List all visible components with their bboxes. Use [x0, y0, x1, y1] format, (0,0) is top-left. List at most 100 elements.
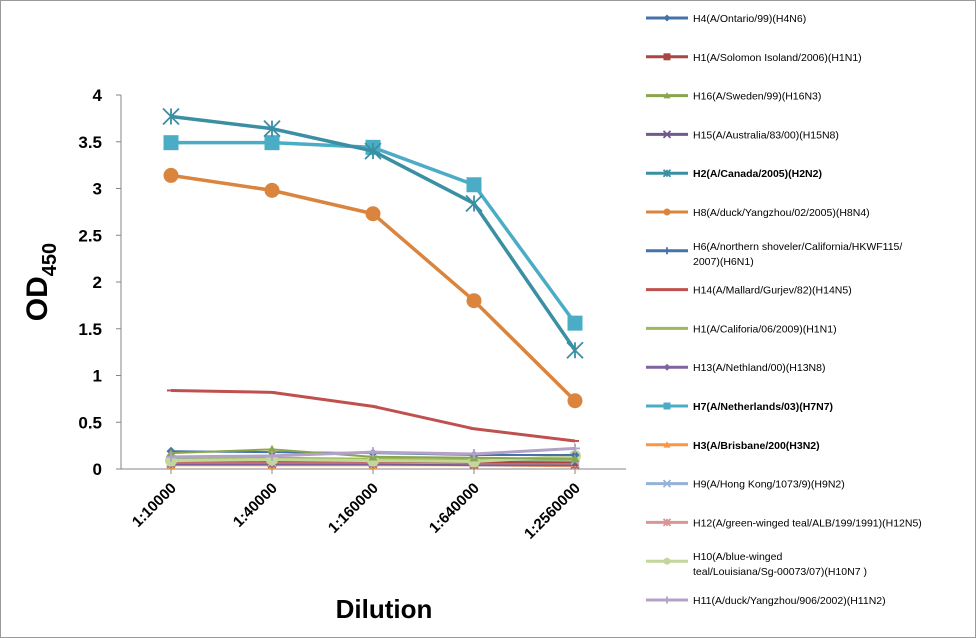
series-16: [166, 443, 580, 462]
y-axis-title: OD450: [21, 243, 61, 321]
legend-entry: H7(A/Netherlands/03)(H7N7): [646, 401, 833, 413]
legend-entry: H15(A/Australia/83/00)(H15N8): [646, 129, 839, 141]
legend-entry: H12(A/green-winged teal/ALB/199/1991)(H1…: [646, 517, 922, 529]
y-axis-title-main: OD: [21, 276, 54, 321]
legend-label: H12(A/green-winged teal/ALB/199/1991)(H1…: [693, 517, 922, 529]
legend-swatch-marker: [662, 169, 672, 178]
series-line: [170, 388, 576, 443]
legend-entry: H4(A/Ontario/99)(H4N6): [646, 13, 806, 25]
legend-label-line: H2(A/Canada/2005)(H2N2): [693, 168, 822, 180]
y-tick-label: 0: [93, 460, 102, 479]
legend-entry: H2(A/Canada/2005)(H2N2): [646, 168, 822, 180]
legend-entry: H6(A/northern shoveler/California/HKWF11…: [646, 241, 902, 268]
legend-entry: H8(A/duck/Yangzhou/02/2005)(H8N4): [646, 207, 870, 219]
series-11: [163, 135, 583, 331]
x-tick-label: 1:2560000: [521, 480, 584, 543]
legend-label: H3(A/Brisbane/200(H3N2): [693, 440, 820, 452]
legend-swatch-marker: [663, 402, 671, 410]
legend-label: H11(A/duck/Yangzhou/906/2002)(H11N2): [693, 595, 886, 607]
legend-label-line: H7(A/Netherlands/03)(H7N7): [693, 401, 833, 413]
data-point: [264, 135, 280, 151]
x-tick-label: 1:40000: [230, 480, 281, 531]
legend-swatch-marker: [663, 53, 671, 61]
legend-label-line: H10(A/blue-winged: [693, 551, 782, 563]
legend-label: H6(A/northern shoveler/California/HKWF11…: [693, 241, 902, 268]
legend-label-line: H6(A/northern shoveler/California/HKWF11…: [693, 241, 902, 253]
legend-entry: H1(A/Califoria/06/2009)(H1N1): [646, 323, 837, 335]
data-point: [166, 451, 176, 462]
legend-label-line: H9(A/Hong Kong/1073/9)(H9N2): [693, 479, 845, 491]
data-point: [570, 443, 580, 454]
data-point: [163, 167, 179, 183]
data-point: [466, 293, 482, 309]
legend-label-line: H4(A/Ontario/99)(H4N6): [693, 13, 806, 25]
legend-entry: H1(A/Solomon Isoland/2006)(H1N1): [646, 52, 862, 64]
legend-entry: H3(A/Brisbane/200(H3N2): [646, 440, 820, 452]
legend-label-line: H14(A/Mallard/Gurjev/82)(H14N5): [693, 285, 852, 297]
series-5: [162, 107, 584, 359]
legend-label-line: 2007)(H6N1): [693, 256, 754, 268]
legend-entry: H16(A/Sweden/99)(H16N3): [646, 91, 821, 103]
data-point: [469, 449, 479, 460]
y-tick-label: 2.5: [78, 226, 102, 245]
y-tick-label: 1.5: [78, 320, 102, 339]
x-tick-label: 1:10000: [129, 480, 180, 531]
legend-swatch-marker: [662, 130, 672, 139]
y-tick-label: 3.5: [78, 133, 102, 152]
legend-label: H8(A/duck/Yangzhou/02/2005)(H8N4): [693, 207, 870, 219]
legend-label: H13(A/Nethland/00)(H13N8): [693, 362, 825, 374]
legend-label: H1(A/Solomon Isoland/2006)(H1N1): [693, 52, 862, 64]
legend-swatch-marker: [663, 14, 671, 22]
legend-swatch-marker: [662, 518, 672, 527]
legend-entry: H11(A/duck/Yangzhou/906/2002)(H11N2): [646, 595, 886, 607]
legend-swatch-marker: [663, 363, 671, 371]
y-tick-label: 1: [93, 367, 102, 386]
series-line: [171, 140, 577, 325]
data-point: [267, 444, 277, 453]
legend-label: H4(A/Ontario/99)(H4N6): [693, 13, 806, 25]
legend-swatch-marker: [662, 479, 672, 488]
y-ticks: 0 0.5 1 1.5 2 2.5 3 3.5 4: [78, 86, 121, 479]
legend-label: H7(A/Netherlands/03)(H7N7): [693, 401, 833, 413]
y-tick-label: 4: [93, 86, 103, 105]
legend-swatch-marker: [663, 208, 671, 216]
legend-label-line: H3(A/Brisbane/200(H3N2): [693, 440, 820, 452]
data-point: [567, 315, 583, 331]
legend-label-line: H12(A/green-winged teal/ALB/199/1991)(H1…: [693, 517, 922, 529]
legend-label-line: H16(A/Sweden/99)(H16N3): [693, 91, 821, 103]
legend-swatch-marker: [663, 557, 671, 565]
x-tick-label: 1:160000: [325, 480, 382, 537]
legend-label: H16(A/Sweden/99)(H16N3): [693, 91, 821, 103]
x-axis-title: Dilution: [336, 594, 433, 624]
y-tick-label: 3: [93, 180, 102, 199]
legend-label: H15(A/Australia/83/00)(H15N8): [693, 129, 839, 141]
legend-label-line: teal/Louisiana/Sg-00073/07)(H10N7 ): [693, 566, 867, 578]
y-axis-title-sub: 450: [39, 243, 61, 276]
data-point: [267, 450, 277, 461]
series-6: [163, 167, 583, 409]
y-tick-label: 0.5: [78, 413, 102, 432]
legend-label-line: H8(A/duck/Yangzhou/02/2005)(H8N4): [693, 207, 870, 219]
legend-label-line: H11(A/duck/Yangzhou/906/2002)(H11N2): [693, 595, 886, 607]
data-point: [567, 393, 583, 409]
data-point: [264, 182, 280, 198]
legend-label-line: H1(A/Califoria/06/2009)(H1N1): [693, 323, 837, 335]
x-tick-label: 1:640000: [426, 480, 483, 537]
legend-swatch-marker: [663, 247, 671, 255]
legend-entry: H9(A/Hong Kong/1073/9)(H9N2): [646, 479, 845, 491]
legend: H4(A/Ontario/99)(H4N6) H1(A/Solomon Isola…: [646, 13, 922, 607]
legend-label-line: H1(A/Solomon Isoland/2006)(H1N1): [693, 52, 862, 64]
x-ticks: 1:10000 1:40000 1:160000 1:640000 1:2560000: [129, 469, 584, 543]
legend-label: H1(A/Califoria/06/2009)(H1N1): [693, 323, 837, 335]
legend-entry: H10(A/blue-winged teal/Louisiana/Sg-00073…: [646, 551, 867, 578]
series-layer: [162, 107, 584, 470]
series-8: [167, 388, 579, 443]
legend-label-line: H15(A/Australia/83/00)(H15N8): [693, 129, 839, 141]
legend-label-line: H13(A/Nethland/00)(H13N8): [693, 362, 825, 374]
data-point: [364, 142, 382, 160]
legend-entry: H13(A/Nethland/00)(H13N8): [646, 362, 825, 374]
legend-swatch-marker: [663, 92, 671, 99]
legend-swatch-marker: [663, 596, 671, 604]
data-point: [162, 107, 180, 126]
